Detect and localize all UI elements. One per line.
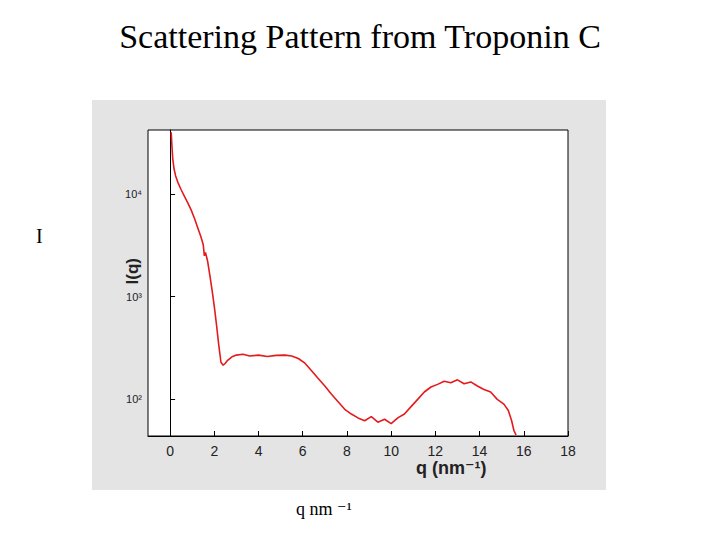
svg-text:I: I <box>36 225 43 247</box>
svg-text:10²: 10² <box>126 393 142 405</box>
svg-text:2: 2 <box>210 443 218 459</box>
svg-text:I(q): I(q) <box>123 258 142 284</box>
svg-text:10³: 10³ <box>126 291 142 303</box>
svg-text:6: 6 <box>299 443 307 459</box>
svg-text:Scattering Pattern from Tropon: Scattering Pattern from Troponin C <box>119 18 601 55</box>
svg-text:16: 16 <box>516 443 532 459</box>
svg-text:0: 0 <box>166 443 174 459</box>
svg-text:4: 4 <box>255 443 263 459</box>
svg-text:8: 8 <box>343 443 351 459</box>
svg-text:18: 18 <box>560 443 576 459</box>
svg-text:12: 12 <box>428 443 444 459</box>
svg-text:10: 10 <box>383 443 399 459</box>
svg-text:q nm ⁻¹: q nm ⁻¹ <box>296 499 352 519</box>
svg-text:14: 14 <box>472 443 488 459</box>
svg-text:10⁴: 10⁴ <box>125 188 142 200</box>
svg-text:q (nm⁻¹): q (nm⁻¹) <box>416 458 486 478</box>
